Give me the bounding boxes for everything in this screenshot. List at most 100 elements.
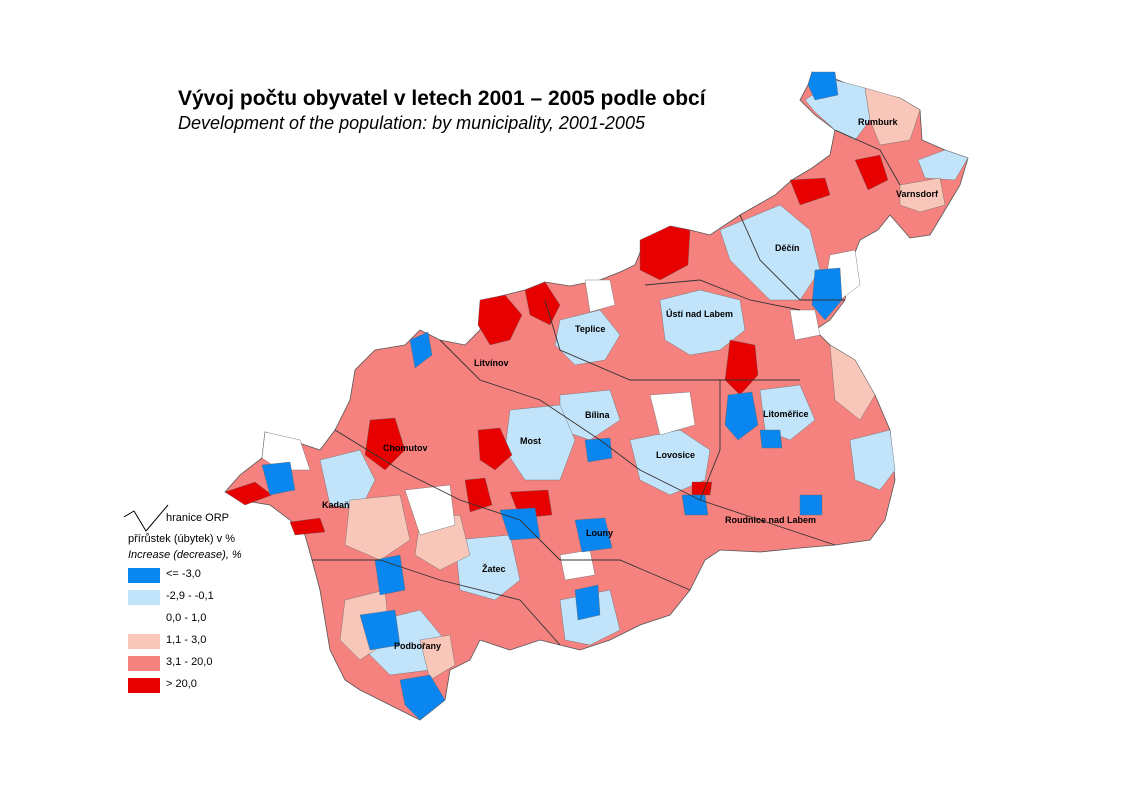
city-label-podborany: Podbořany	[394, 641, 441, 651]
orp-boundary-line	[334, 429, 521, 521]
legend-item: 3,1 - 20,0	[128, 651, 322, 673]
orp-boundary-line	[699, 380, 721, 501]
city-label-louny: Louny	[586, 528, 613, 538]
city-labels: Rumburk Varnsdorf Děčín Ústí nad Labem T…	[322, 117, 939, 651]
city-label-bilina: Bílina	[585, 410, 610, 420]
municipality-white-litomerice	[789, 309, 821, 341]
city-label-kadan: Kadaň	[322, 500, 350, 510]
city-label-teplice: Teplice	[575, 324, 605, 334]
municipality-red-litvinov	[477, 294, 523, 346]
municipality-red-teplice	[524, 281, 561, 326]
city-label-zatec: Žatec	[482, 563, 506, 574]
municipality-blue-louny	[574, 517, 613, 553]
municipality-blue-litomerice	[724, 391, 759, 441]
municipality-blue-litomerice-south	[759, 429, 783, 449]
map-subtitle: Development of the population: by munici…	[178, 113, 645, 133]
municipality-red-usti	[724, 339, 759, 396]
legend-swatch	[128, 634, 160, 649]
municipality-pink-east	[829, 344, 876, 421]
city-label-roudnice: Roudnice nad Labem	[725, 515, 816, 525]
city-label-lovosice: Lovosice	[656, 450, 695, 460]
orp-boundary-line	[644, 279, 801, 311]
municipality-blue-decin	[811, 267, 843, 321]
municipality-blue-northwest	[409, 331, 433, 369]
municipality-pink-varnsdorf	[899, 177, 946, 213]
legend-item-label: 0,0 - 1,0	[166, 612, 207, 624]
municipality-pink-south	[419, 634, 456, 681]
municipality-lightblue-south	[559, 589, 621, 646]
municipality-pink-rumburk	[864, 87, 921, 146]
municipality-blue-bilina	[584, 437, 613, 463]
municipality-red-north	[789, 177, 831, 206]
municipality-blue-center	[499, 507, 541, 541]
municipality-white-lovosice	[649, 391, 696, 436]
legend-title-en: Increase (decrease), %	[128, 549, 242, 561]
orp-boundaries	[312, 129, 901, 646]
municipality-white-louny	[559, 549, 596, 581]
municipality-red-lovosice	[691, 481, 713, 496]
municipality-red-decin-west	[639, 225, 691, 281]
legend-item-label: 1,1 - 3,0	[166, 634, 207, 646]
legend-item-label: <= -3,0	[166, 568, 201, 580]
municipality-white-usti	[584, 279, 616, 313]
legend-boundary-row: hranice ORP	[122, 503, 322, 532]
legend-swatch	[128, 568, 160, 583]
city-label-most: Most	[520, 436, 541, 446]
municipality-blue-north-tip	[807, 71, 839, 101]
orp-boundary-line	[834, 129, 901, 186]
city-label-varnsdorf: Varnsdorf	[896, 189, 939, 199]
municipality-blue-roudnice	[799, 494, 823, 516]
legend-swatch	[128, 590, 160, 605]
city-label-usti: Ústí nad Labem	[666, 308, 733, 319]
municipality-lightblue-lovosice	[629, 429, 711, 496]
legend-swatch	[128, 678, 160, 693]
orp-boundary-line	[439, 339, 641, 471]
municipality-red-kadan-west	[224, 481, 273, 506]
municipality-red-varnsdorf	[854, 154, 889, 191]
city-label-decin: Děčín	[775, 243, 800, 253]
municipality-blue-kadan	[261, 461, 296, 496]
legend-title-cz: přírůstek (úbytek) v %	[128, 533, 235, 545]
boundary-line-icon	[123, 504, 169, 532]
legend-item-label: 3,1 - 20,0	[166, 656, 213, 668]
municipality-pink-kadan	[344, 494, 411, 561]
municipality-blue-south	[399, 674, 446, 721]
city-label-litvinov: Litvínov	[474, 358, 509, 368]
legend-item: <= -3,0	[128, 563, 322, 585]
municipality-lightblue-teplice	[554, 309, 621, 366]
orp-boundary-line	[639, 469, 836, 546]
map-title: Vývoj počtu obyvatel v letech 2001 – 200…	[178, 87, 706, 110]
orp-boundary-line	[544, 299, 800, 381]
municipality-blue-zatec	[374, 554, 406, 596]
municipality-red-kadan-south	[289, 517, 326, 536]
municipality-blue-podborany	[359, 609, 401, 651]
municipality-white-west	[261, 431, 311, 471]
municipality-lightblue-usti	[659, 289, 746, 356]
legend-item-label: > 20,0	[166, 678, 197, 690]
legend-item: > 20,0	[128, 673, 322, 695]
legend-boundary-label: hranice ORP	[166, 512, 229, 524]
map-legend: hranice ORP přírůstek (úbytek) v % Incre…	[122, 503, 322, 695]
municipality-lightblue-zatec	[454, 534, 521, 601]
legend-item: -2,9 - -0,1	[128, 585, 322, 607]
orp-boundary-line	[739, 214, 845, 301]
orp-boundary-line	[312, 559, 561, 646]
legend-swatch	[128, 612, 160, 627]
legend-items: <= -3,0 -2,9 - -0,1 0,0 - 1,0 1,1 - 3,0 …	[122, 563, 322, 695]
city-label-litomerice: Litoměřice	[763, 409, 809, 419]
orp-boundary-line	[519, 519, 691, 591]
municipality-lightblue-litomerice	[759, 384, 816, 441]
legend-item-label: -2,9 - -0,1	[166, 590, 214, 602]
title-block: Vývoj počtu obyvatel v letech 2001 – 200…	[178, 86, 706, 134]
municipality-white-center	[404, 484, 456, 536]
municipality-blue-southeast	[574, 584, 601, 621]
municipality-lightblue-northeast	[917, 149, 969, 181]
city-label-chomutov: Chomutov	[383, 443, 428, 453]
municipality-red-most	[477, 427, 513, 471]
municipality-lightblue-east	[849, 429, 896, 491]
city-label-rumburk: Rumburk	[858, 117, 898, 127]
municipality-lightblue-kadan	[319, 449, 376, 511]
legend-swatch	[128, 656, 160, 671]
municipality-patches	[224, 71, 969, 721]
